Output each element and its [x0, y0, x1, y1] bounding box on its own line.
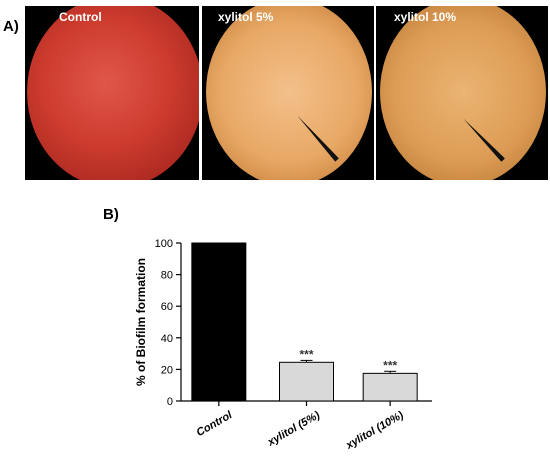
y-tick-label: 60: [161, 301, 173, 313]
micrograph-control-label: Control: [59, 10, 102, 24]
panel-b-letter: B): [103, 206, 119, 223]
panel-a-letter: A): [3, 18, 19, 35]
y-axis-label: % of Biofilm formation: [134, 258, 148, 386]
micrograph-control: Control: [25, 6, 199, 180]
y-tick-label: 0: [167, 396, 173, 408]
bar: [191, 242, 247, 402]
x-tick-label: xylitol (10%): [343, 409, 406, 452]
y-tick-label: 40: [161, 333, 173, 345]
significance-marker: ***: [383, 358, 397, 372]
bar: [362, 372, 418, 402]
x-tick-label: xylitol (5%): [265, 409, 322, 449]
micrograph-xylitol-10-label: xylitol 10%: [394, 10, 457, 24]
micrograph-control-field: [27, 6, 199, 180]
micrograph-xylitol-10-field: [380, 6, 546, 180]
micrograph-xylitol-10: xylitol 10%: [376, 6, 548, 180]
x-tick-label: Control: [194, 409, 235, 439]
bar: [279, 361, 334, 402]
y-tick-label: 80: [161, 270, 173, 282]
chart-bars: [191, 242, 418, 402]
micrograph-xylitol-5-label: xylitol 5%: [218, 10, 274, 24]
micrograph-xylitol-5: xylitol 5%: [202, 6, 374, 180]
y-tick-label: 100: [155, 238, 173, 250]
significance-marker: ***: [299, 347, 313, 361]
y-tick-label: 20: [161, 364, 173, 376]
micrograph-xylitol-5-field: [206, 6, 372, 180]
